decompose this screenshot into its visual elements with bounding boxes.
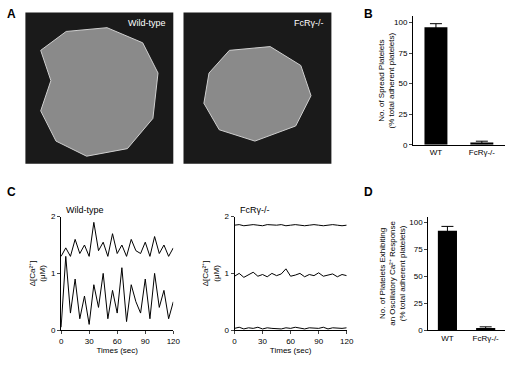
svg-text:120: 120 xyxy=(340,337,354,346)
svg-text:75: 75 xyxy=(414,245,423,254)
svg-text:0: 0 xyxy=(418,326,423,335)
svg-text:0: 0 xyxy=(224,326,229,335)
svg-text:120: 120 xyxy=(167,337,181,346)
svg-text:1: 1 xyxy=(224,269,229,278)
svg-text:WT: WT xyxy=(430,148,443,157)
svg-text:0: 0 xyxy=(51,326,56,335)
svg-text:FcRγ-/-: FcRγ-/- xyxy=(294,18,324,28)
svg-text:A: A xyxy=(7,7,16,21)
svg-text:FcRγ-/-: FcRγ-/- xyxy=(473,334,500,343)
svg-text:C: C xyxy=(7,185,16,199)
svg-text:30: 30 xyxy=(85,337,94,346)
svg-text:Δ[Ca²⁺](μM): Δ[Ca²⁺](μM) xyxy=(28,261,47,287)
svg-text:75: 75 xyxy=(398,49,407,58)
svg-text:50: 50 xyxy=(398,79,407,88)
svg-text:WT: WT xyxy=(441,334,454,343)
svg-text:50: 50 xyxy=(414,272,423,281)
svg-text:2: 2 xyxy=(51,212,56,221)
svg-text:0: 0 xyxy=(59,337,64,346)
svg-text:No. of Platelets Exhibitingan: No. of Platelets Exhibitingan Oscillator… xyxy=(378,220,408,325)
svg-text:0: 0 xyxy=(232,337,237,346)
svg-text:FcRγ-/-: FcRγ-/- xyxy=(240,205,270,215)
svg-text:B: B xyxy=(364,7,373,21)
svg-text:100: 100 xyxy=(394,18,408,27)
svg-text:25: 25 xyxy=(414,299,423,308)
svg-text:Times (sec): Times (sec) xyxy=(270,346,312,355)
svg-text:0: 0 xyxy=(403,141,408,150)
svg-text:30: 30 xyxy=(258,337,267,346)
svg-text:Wild-type: Wild-type xyxy=(128,18,166,28)
svg-text:Wild-type: Wild-type xyxy=(66,205,104,215)
svg-text:FcRγ-/-: FcRγ-/- xyxy=(469,148,496,157)
svg-text:Δ[Ca²⁺](μM): Δ[Ca²⁺](μM) xyxy=(202,261,221,287)
svg-text:25: 25 xyxy=(398,110,407,119)
svg-text:D: D xyxy=(364,185,373,199)
svg-text:1: 1 xyxy=(51,269,56,278)
svg-text:90: 90 xyxy=(141,337,150,346)
svg-text:90: 90 xyxy=(314,337,323,346)
svg-text:60: 60 xyxy=(113,337,122,346)
svg-text:No. of Spread Platelets(% tota: No. of Spread Platelets(% total adherent… xyxy=(377,32,396,128)
svg-text:60: 60 xyxy=(286,337,295,346)
svg-text:Times (sec): Times (sec) xyxy=(96,346,138,355)
svg-text:100: 100 xyxy=(409,218,423,227)
svg-text:2: 2 xyxy=(224,212,229,221)
